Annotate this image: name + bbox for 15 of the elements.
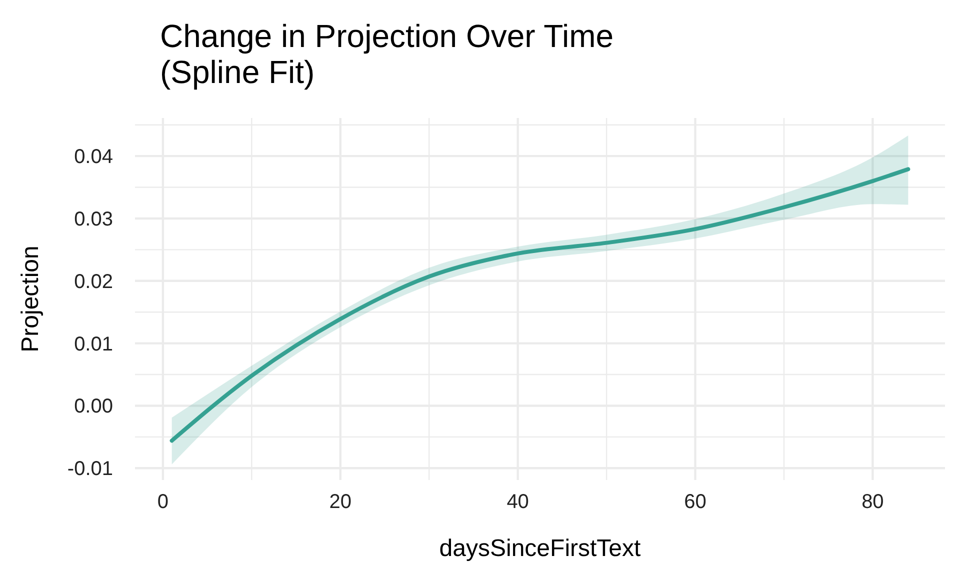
line-series <box>170 167 910 443</box>
x-tick-label: 20 <box>329 491 352 513</box>
x-tick-label: 40 <box>506 491 529 513</box>
y-tick-label: 0.02 <box>74 270 113 293</box>
y-tick-label: 0.00 <box>74 396 113 418</box>
x-tick-label: 60 <box>684 491 706 513</box>
x-axis-title: daysSinceFirstText <box>439 535 642 562</box>
y-tick-label: 0.01 <box>74 333 113 356</box>
x-tick-label: 80 <box>862 491 884 513</box>
y-tick-label: 0.03 <box>74 208 113 230</box>
y-tick-label: 0.04 <box>74 146 113 168</box>
chart-title: Change in Projection Over Time (Spline Fit) <box>160 18 614 90</box>
y-axis-title: Projection <box>17 246 44 352</box>
x-tick-label: 0 <box>157 491 169 513</box>
y-tick-label: -0.01 <box>67 458 113 480</box>
